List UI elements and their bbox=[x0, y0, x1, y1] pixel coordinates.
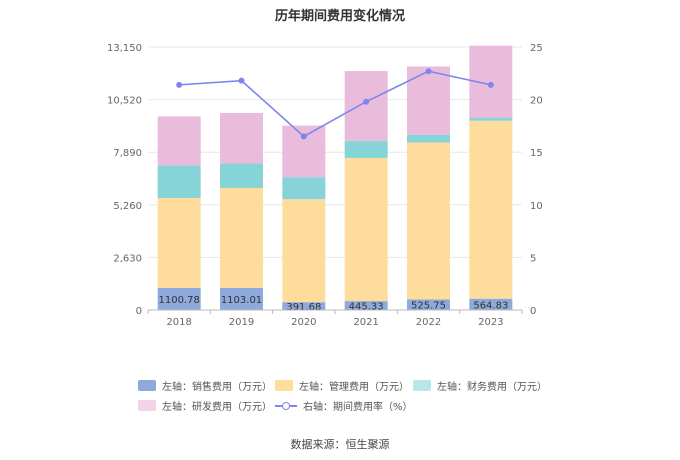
grid-lines bbox=[148, 46, 522, 258]
bar-segment-0 bbox=[157, 287, 201, 310]
legend-swatch-sales bbox=[138, 380, 156, 391]
bar-stacks: 1100.78 1103.01 391.68 445.33 525.75 564.83 bbox=[157, 45, 513, 313]
rate-line bbox=[176, 68, 494, 140]
bar-segment-0 bbox=[282, 302, 326, 310]
bar-data-label: 1103.01 bbox=[221, 295, 262, 306]
data-source: 数据来源：恒生聚源 bbox=[290, 438, 390, 451]
rate-line-point bbox=[487, 81, 494, 88]
bar-segment-0 bbox=[344, 301, 388, 310]
legend-item-admin[interactable]: 左轴：管理费用（万元） bbox=[275, 378, 409, 393]
x-tick-label: 2019 bbox=[229, 317, 254, 328]
left-tick-label: 13,150 bbox=[107, 43, 142, 54]
bar-segment-3 bbox=[282, 125, 326, 178]
right-tick-label: 20 bbox=[530, 96, 543, 107]
rate-line-point bbox=[238, 77, 245, 84]
rate-line-point bbox=[363, 98, 370, 105]
bar-segment-2 bbox=[469, 117, 513, 121]
right-tick-label: 5 bbox=[530, 253, 536, 264]
left-tick-label: 10,520 bbox=[107, 96, 142, 107]
bar-segment-1 bbox=[407, 142, 450, 300]
rate-line-path bbox=[179, 70, 492, 138]
left-tick-label: 7,890 bbox=[113, 148, 142, 159]
legend-item-finance[interactable]: 左轴：财务费用（万元） bbox=[413, 378, 547, 393]
x-tick-label: 2020 bbox=[291, 317, 316, 328]
legend-label-sales: 左轴：销售费用（万元） bbox=[162, 382, 272, 393]
bar-segment-2 bbox=[157, 165, 201, 198]
bar-data-label: 564.83 bbox=[473, 300, 508, 311]
bar-segment-0 bbox=[407, 299, 450, 310]
bar-segment-1 bbox=[469, 120, 513, 299]
left-tick-label: 2,630 bbox=[113, 253, 142, 264]
x-tick-label: 2023 bbox=[478, 317, 503, 328]
right-tick-label: 0 bbox=[530, 306, 536, 317]
legend-item-rate[interactable]: 右轴：期间费用率（%） bbox=[275, 398, 413, 413]
bar-segment-3 bbox=[407, 66, 450, 135]
legend-label-rnd: 左轴：研发费用（万元） bbox=[162, 402, 272, 413]
legend-line-rate-icon bbox=[275, 400, 297, 411]
left-tick-label: 0 bbox=[136, 306, 142, 317]
bar-segment-1 bbox=[220, 187, 263, 288]
legend-swatch-rnd bbox=[138, 400, 156, 411]
x-tick-label: 2022 bbox=[416, 317, 441, 328]
rate-line-point bbox=[425, 68, 432, 75]
bar-segment-1 bbox=[344, 157, 388, 302]
x-tick-label: 2018 bbox=[166, 317, 191, 328]
chart-title: 历年期间费用变化情况 bbox=[274, 9, 405, 24]
right-tick-label: 25 bbox=[530, 43, 543, 54]
bar-segment-3 bbox=[157, 116, 201, 166]
left-tick-label: 5,260 bbox=[113, 201, 142, 212]
bar-segment-0 bbox=[469, 298, 513, 310]
chart-plot: 1100.78 1103.01 391.68 445.33 525.75 564.83 0… bbox=[107, 43, 543, 328]
legend-label-admin: 左轴：管理费用（万元） bbox=[299, 382, 409, 393]
rate-line-point bbox=[300, 133, 307, 140]
bar-data-label: 1100.78 bbox=[158, 295, 199, 306]
bar-data-label: 525.75 bbox=[411, 301, 446, 312]
legend-label-finance: 左轴：财务费用（万元） bbox=[437, 382, 547, 393]
axes: 0 2,630 5,260 7,890 10,520 13,150 0 5 10 15 20 25 20… bbox=[107, 43, 543, 328]
bar-segment-2 bbox=[220, 163, 263, 188]
bar-data-label: 445.33 bbox=[349, 302, 384, 313]
legend-label-rate: 右轴：期间费用率（%） bbox=[303, 402, 413, 413]
x-tick-label: 2021 bbox=[353, 317, 378, 328]
bar-segment-1 bbox=[157, 197, 201, 288]
bar-segment-2 bbox=[282, 177, 326, 200]
right-tick-label: 10 bbox=[530, 201, 543, 212]
bar-segment-2 bbox=[407, 134, 450, 143]
bar-segment-2 bbox=[344, 141, 388, 158]
bar-segment-3 bbox=[220, 112, 263, 164]
bar-data-label: 391.68 bbox=[286, 302, 321, 313]
bar-segment-0 bbox=[220, 287, 263, 310]
right-tick-label: 15 bbox=[530, 148, 543, 159]
legend-swatch-admin bbox=[275, 380, 293, 391]
legend-item-sales[interactable]: 左轴：销售费用（万元） bbox=[138, 378, 272, 393]
rate-line-point bbox=[176, 81, 183, 88]
bar-segment-1 bbox=[282, 199, 326, 303]
legend-item-rnd[interactable]: 左轴：研发费用（万元） bbox=[138, 398, 272, 413]
bar-segment-3 bbox=[344, 71, 388, 142]
legend-swatch-finance bbox=[413, 380, 431, 391]
